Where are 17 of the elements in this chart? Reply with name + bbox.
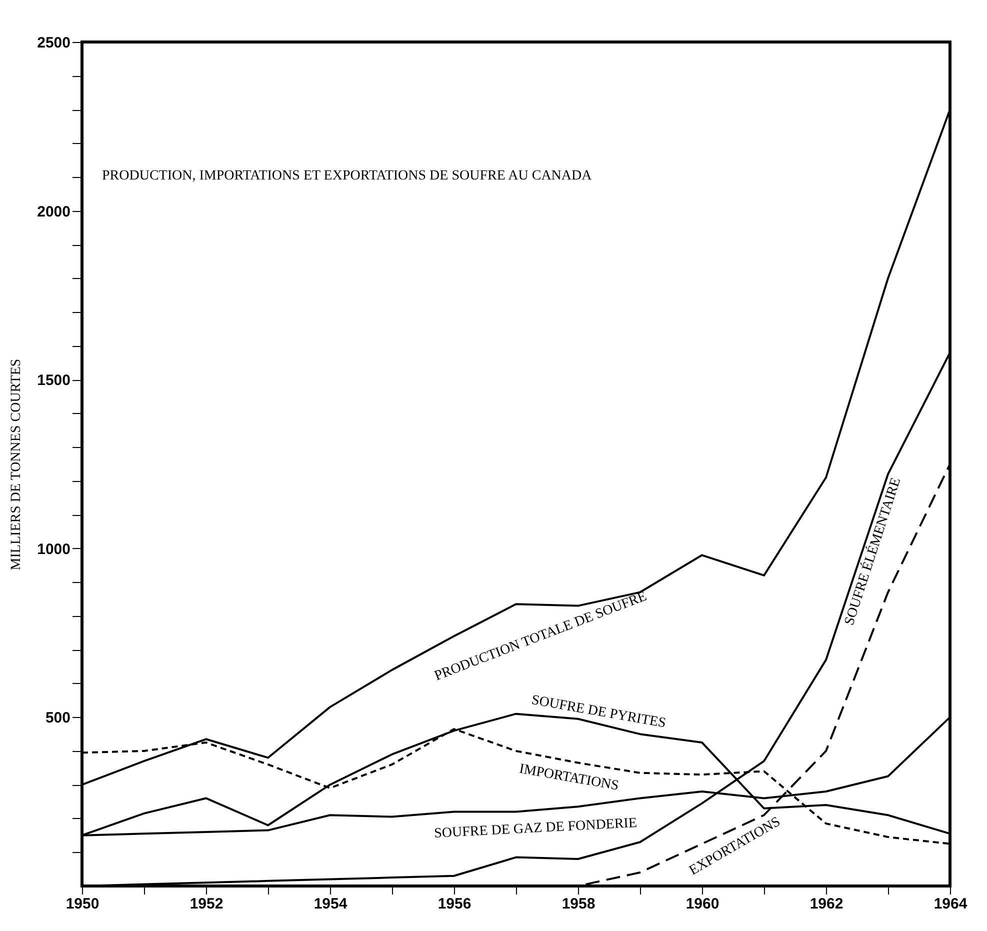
text: SOUFRE DE PYRITES <box>530 692 667 732</box>
x-tick-label: 1960 <box>686 896 720 912</box>
series-label: SOUFRE DE GAZ DE FONDERIE <box>434 816 638 842</box>
x-tick-label: 1962 <box>810 896 844 912</box>
x-tick-label: 1950 <box>66 896 100 912</box>
y-tick-label: 2000 <box>37 203 70 220</box>
x-tick-label: 1964 <box>934 896 968 912</box>
y-tick-label: 2500 <box>37 34 70 52</box>
x-tick-label: 1956 <box>438 896 472 912</box>
x-tick-label: 1954 <box>314 896 348 912</box>
x-tick-label: 1958 <box>562 896 596 912</box>
text: PRODUCTION, IMPORTATIONS ET EXPORTATIONS DE SOUFRE AU CANADA <box>102 168 593 184</box>
y-axis-title: MILLIERS DE TONNES COURTES <box>9 358 24 570</box>
y-tick-label: 1500 <box>37 372 70 390</box>
x-tick-label: 1952 <box>190 896 224 912</box>
y-tick-label: 500 <box>45 710 70 727</box>
y-tick-label: 1000 <box>37 540 70 558</box>
